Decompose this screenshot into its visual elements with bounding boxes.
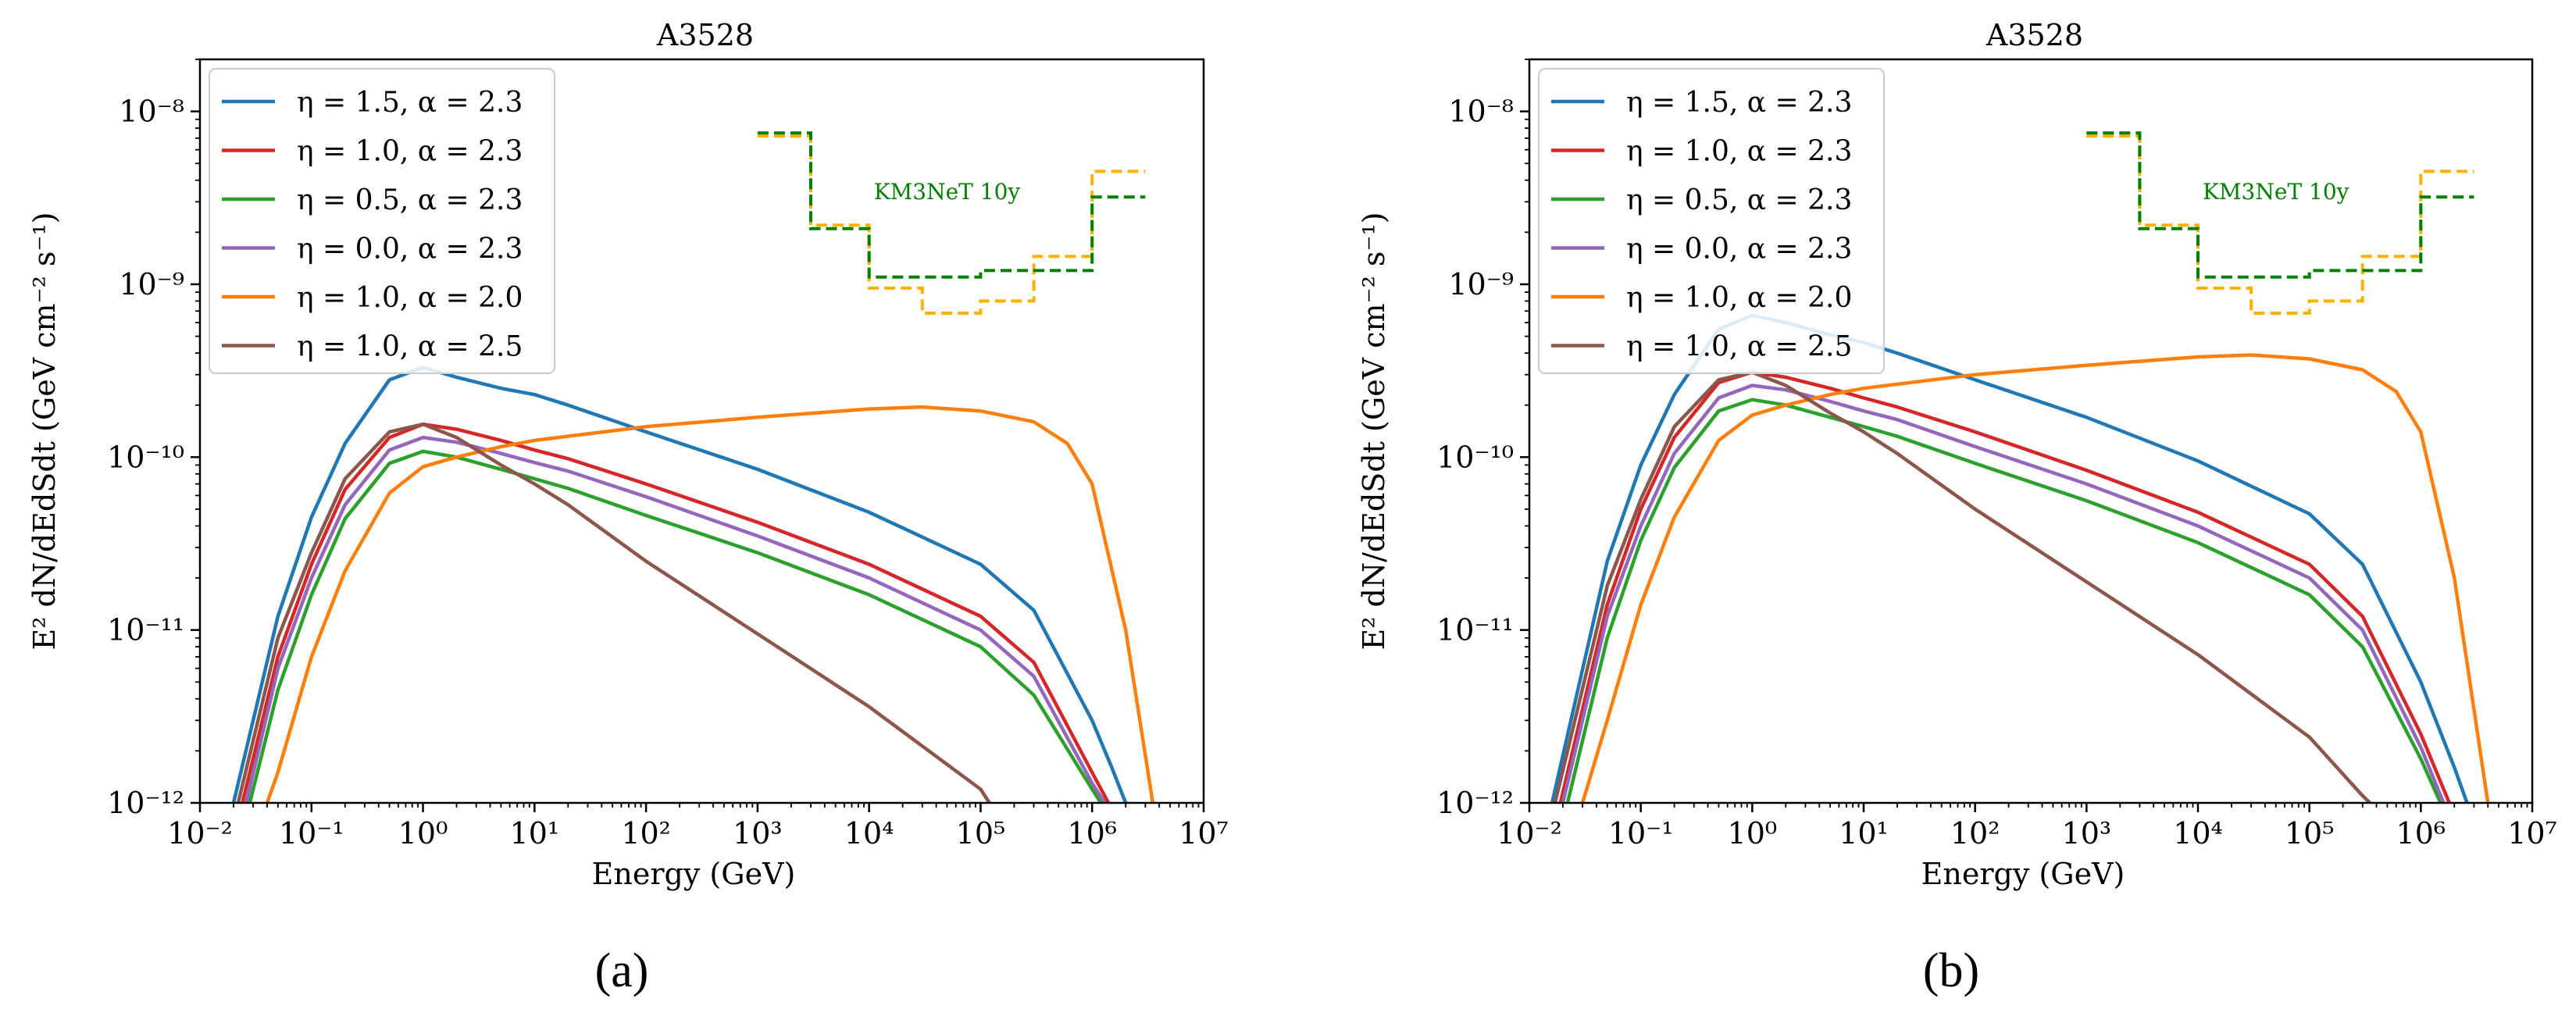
legend-label: η = 1.5, α = 2.3 xyxy=(297,87,523,119)
legend-box xyxy=(1538,68,1885,374)
series-line xyxy=(1580,353,2490,803)
legend-label: η = 0.5, α = 2.3 xyxy=(297,184,523,216)
legend-label: η = 0.0, α = 2.3 xyxy=(1626,234,1852,266)
legend-label: η = 1.0, α = 2.3 xyxy=(297,136,523,168)
y-axis-label: E² dN/dEdSdt (GeV cm⁻² s⁻¹) xyxy=(1357,212,1391,650)
series-line xyxy=(1553,370,2372,803)
x-tick-label: 10⁷ xyxy=(1179,816,1229,851)
sensitivity-line xyxy=(757,131,1146,279)
series-line xyxy=(1558,370,2452,803)
sensitivity-line xyxy=(757,134,1146,315)
x-tick-label: 10¹ xyxy=(1839,816,1889,851)
series-line xyxy=(1550,313,2469,803)
plot-area xyxy=(1550,131,2490,803)
y-axis-label: E² dN/dEdSdt (GeV cm⁻² s⁻¹) xyxy=(27,212,62,650)
annotation-label: KM3NeT 10y xyxy=(874,179,1021,205)
x-tick-label: 10³ xyxy=(733,816,783,851)
legend-label: η = 1.0, α = 2.3 xyxy=(1626,136,1852,168)
chart-title: A3528 xyxy=(1986,18,2083,52)
legend-label: η = 1.5, α = 2.3 xyxy=(1626,87,1852,119)
x-tick-label: 10⁰ xyxy=(398,816,448,851)
x-axis-label: Energy (GeV) xyxy=(1921,857,2125,891)
y-tick-label: 10⁻⁹ xyxy=(119,267,184,301)
x-axis-label: Energy (GeV) xyxy=(592,857,796,891)
series-line xyxy=(231,366,1128,803)
sensitivity-line xyxy=(2086,134,2474,315)
x-tick-label: 10¹ xyxy=(510,816,560,851)
x-tick-label: 10⁷ xyxy=(2507,816,2557,851)
series-line xyxy=(1561,383,2446,803)
y-tick-label: 10⁻¹¹ xyxy=(107,613,184,647)
y-axis-label-text: E² dN/dEdSdt (GeV cm⁻² s⁻¹) xyxy=(1357,212,1391,650)
y-tick-label: 10⁻¹² xyxy=(1436,786,1514,820)
x-tick-label: 10⁻² xyxy=(1497,816,1562,851)
x-tick-label: 10⁻² xyxy=(167,816,233,851)
y-axis-label-text: E² dN/dEdSdt (GeV cm⁻² s⁻¹) xyxy=(27,212,62,650)
x-tick-label: 10⁶ xyxy=(2396,816,2446,851)
legend-label: η = 0.5, α = 2.3 xyxy=(1626,184,1852,216)
series-line xyxy=(1565,398,2442,803)
x-tick-label: 10⁰ xyxy=(1728,816,1778,851)
legend-label: η = 1.0, α = 2.5 xyxy=(297,331,523,363)
annotation-label: KM3NeT 10y xyxy=(2203,179,2349,205)
y-tick-label: 10⁻⁹ xyxy=(1448,267,1514,301)
legend-label: η = 0.0, α = 2.3 xyxy=(297,234,523,266)
y-tick-label: 10⁻¹⁰ xyxy=(1436,440,1514,474)
x-tick-label: 10⁵ xyxy=(2285,816,2335,851)
panel-label: (b) xyxy=(1923,944,1979,997)
series-line xyxy=(241,422,1111,803)
y-tick-label: 10⁻¹² xyxy=(107,786,184,820)
series-line xyxy=(244,435,1107,803)
series-line xyxy=(236,422,991,803)
legend-label: η = 1.0, α = 2.0 xyxy=(297,282,523,314)
y-tick-label: 10⁻⁸ xyxy=(119,95,184,129)
x-tick-label: 10² xyxy=(621,816,671,851)
legend: η = 1.5, α = 2.3 η = 1.0, α = 2.3 η = 0.5,… xyxy=(209,68,555,374)
series-line xyxy=(265,405,1155,803)
legend-box xyxy=(209,68,555,374)
y-tick-label: 10⁻⁸ xyxy=(1448,95,1514,129)
legend: η = 1.5, α = 2.3 η = 1.0, α = 2.3 η = 0.5,… xyxy=(1538,68,1885,374)
series-line xyxy=(248,449,1103,803)
panel-b: A3528 Energy (GeV) E² dN/dEdSdt (GeV cm⁻… xyxy=(1357,18,2557,997)
legend-label: η = 1.0, α = 2.0 xyxy=(1626,282,1852,314)
panel-label: (a) xyxy=(595,944,649,997)
plot-frame xyxy=(1528,58,2534,804)
plot-frame xyxy=(198,58,1205,804)
legend-label: η = 1.0, α = 2.5 xyxy=(1626,331,1852,363)
y-tick-label: 10⁻¹⁰ xyxy=(107,440,184,474)
x-tick-label: 10² xyxy=(1950,816,2000,851)
x-tick-label: 10⁻¹ xyxy=(279,816,344,851)
panel-a: A3528 Energy (GeV) E² dN/dEdSdt (GeV cm⁻… xyxy=(27,18,1229,997)
x-tick-label: 10⁶ xyxy=(1067,816,1117,851)
x-tick-label: 10⁴ xyxy=(2173,816,2223,851)
x-tick-label: 10⁵ xyxy=(956,816,1006,851)
y-tick-label: 10⁻¹¹ xyxy=(1436,613,1514,647)
x-tick-label: 10⁻¹ xyxy=(1608,816,1674,851)
plot-area xyxy=(231,131,1155,803)
chart-title: A3528 xyxy=(656,18,754,52)
x-tick-label: 10⁴ xyxy=(844,816,894,851)
sensitivity-line xyxy=(2086,131,2474,279)
x-tick-label: 10³ xyxy=(2062,816,2112,851)
